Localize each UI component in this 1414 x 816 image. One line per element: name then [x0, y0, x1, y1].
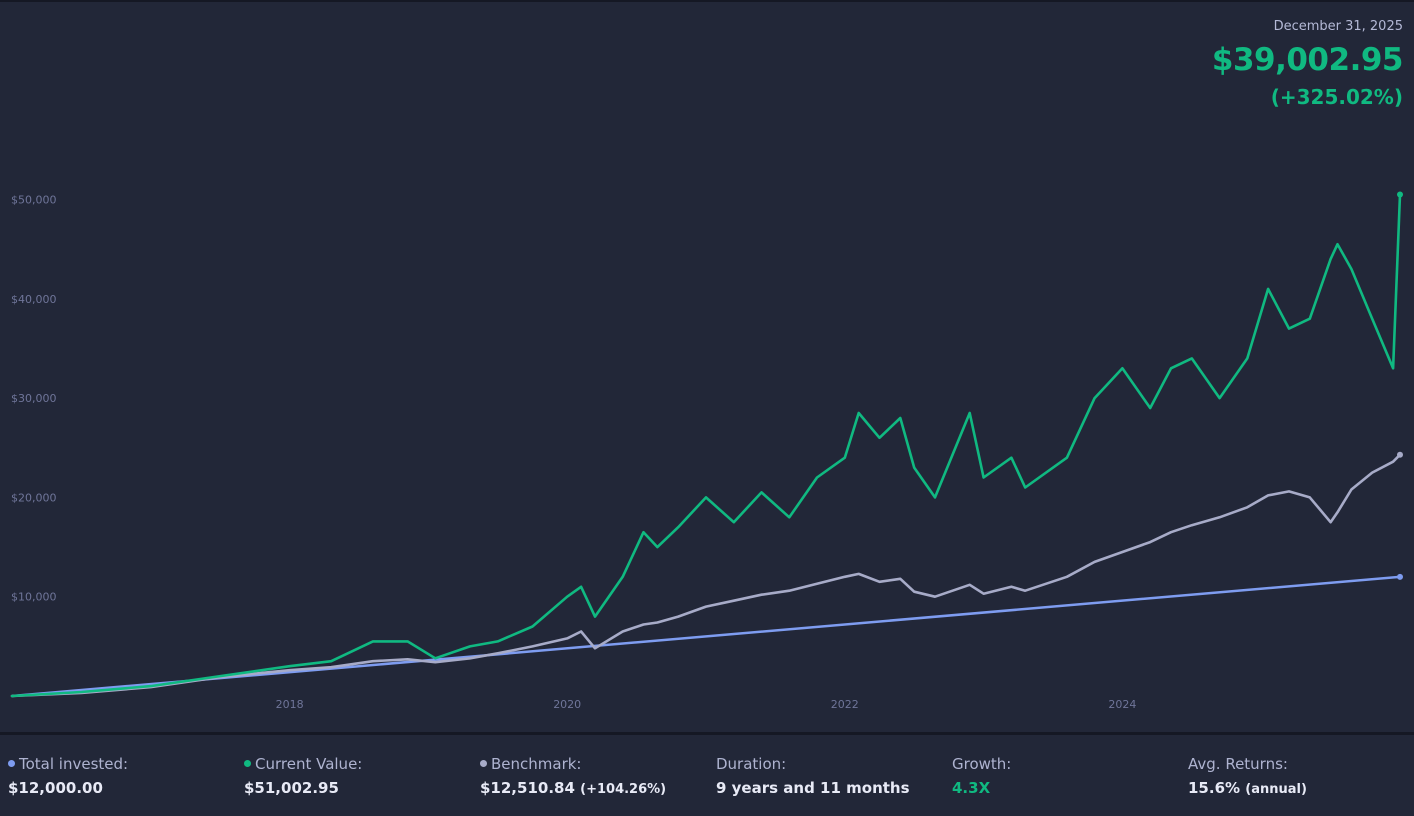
x-tick-label: 2024: [1108, 698, 1136, 711]
stat-current-value-label: Current Value:: [255, 755, 363, 773]
stat-avg-returns-value: 15.6%: [1188, 779, 1241, 797]
stat-duration-label: Duration:: [716, 755, 787, 773]
y-tick-label: $10,000: [11, 591, 57, 604]
chart-area: $10,000 $20,000 $30,000 $40,000 $50,000 2018 2…: [10, 19, 1404, 711]
stat-current-value: Current Value: $51,002.95: [244, 755, 362, 797]
y-tick-label: $30,000: [11, 392, 57, 405]
invested-series-line: [10, 575, 1402, 698]
stat-benchmark-note: (+104.26%): [580, 782, 667, 797]
stat-benchmark: Benchmark: $12,510.84 (+104.26%): [480, 755, 666, 797]
current-date: December 31, 2025: [1273, 19, 1403, 34]
x-tick-label: 2020: [553, 698, 581, 711]
benchmark-series-line: [10, 453, 1402, 698]
top-border: [0, 0, 1414, 2]
current-series-line: [10, 193, 1402, 698]
current-change-percent: (+325.02%): [1270, 85, 1403, 109]
stat-total-invested: Total invested: $12,000.00: [8, 755, 128, 797]
x-tick-label: 2018: [276, 698, 304, 711]
stat-avg-returns: Avg. Returns: 15.6% (annual): [1188, 755, 1307, 797]
benchmark-end-point: [1397, 451, 1403, 458]
stat-growth: Growth: 4.3X: [952, 755, 1011, 797]
benchmark-legend-dot: [480, 760, 487, 767]
stat-benchmark-label: Benchmark:: [491, 755, 582, 773]
divider: [0, 732, 1414, 735]
stat-total-invested-label: Total invested:: [19, 755, 129, 773]
current-value-headline: $39,002.95: [1211, 42, 1404, 78]
y-tick-label: $20,000: [11, 491, 57, 504]
stat-growth-label: Growth:: [952, 755, 1012, 773]
stat-avg-returns-note: (annual): [1245, 782, 1307, 797]
y-tick-label: $50,000: [11, 194, 57, 207]
invested-end-point: [1397, 573, 1403, 580]
x-tick-label: 2022: [831, 698, 859, 711]
y-tick-label: $40,000: [11, 293, 57, 306]
stat-total-invested-value: $12,000.00: [8, 779, 103, 797]
stat-benchmark-value: $12,510.84: [480, 779, 575, 797]
portfolio-chart: $10,000 $20,000 $30,000 $40,000 $50,000 2018 2…: [10, 191, 1403, 711]
current-legend-dot: [244, 760, 251, 767]
stat-duration: Duration: 9 years and 11 months: [716, 755, 910, 797]
current-end-point: [1397, 191, 1403, 198]
stat-avg-returns-label: Avg. Returns:: [1188, 755, 1288, 773]
stat-growth-value: 4.3X: [952, 779, 991, 797]
stat-duration-value: 9 years and 11 months: [716, 779, 910, 797]
invested-legend-dot: [8, 760, 15, 767]
stat-current-value-value: $51,002.95: [244, 779, 339, 797]
stats-bar: Total invested: $12,000.00 Current Value…: [0, 735, 1414, 816]
